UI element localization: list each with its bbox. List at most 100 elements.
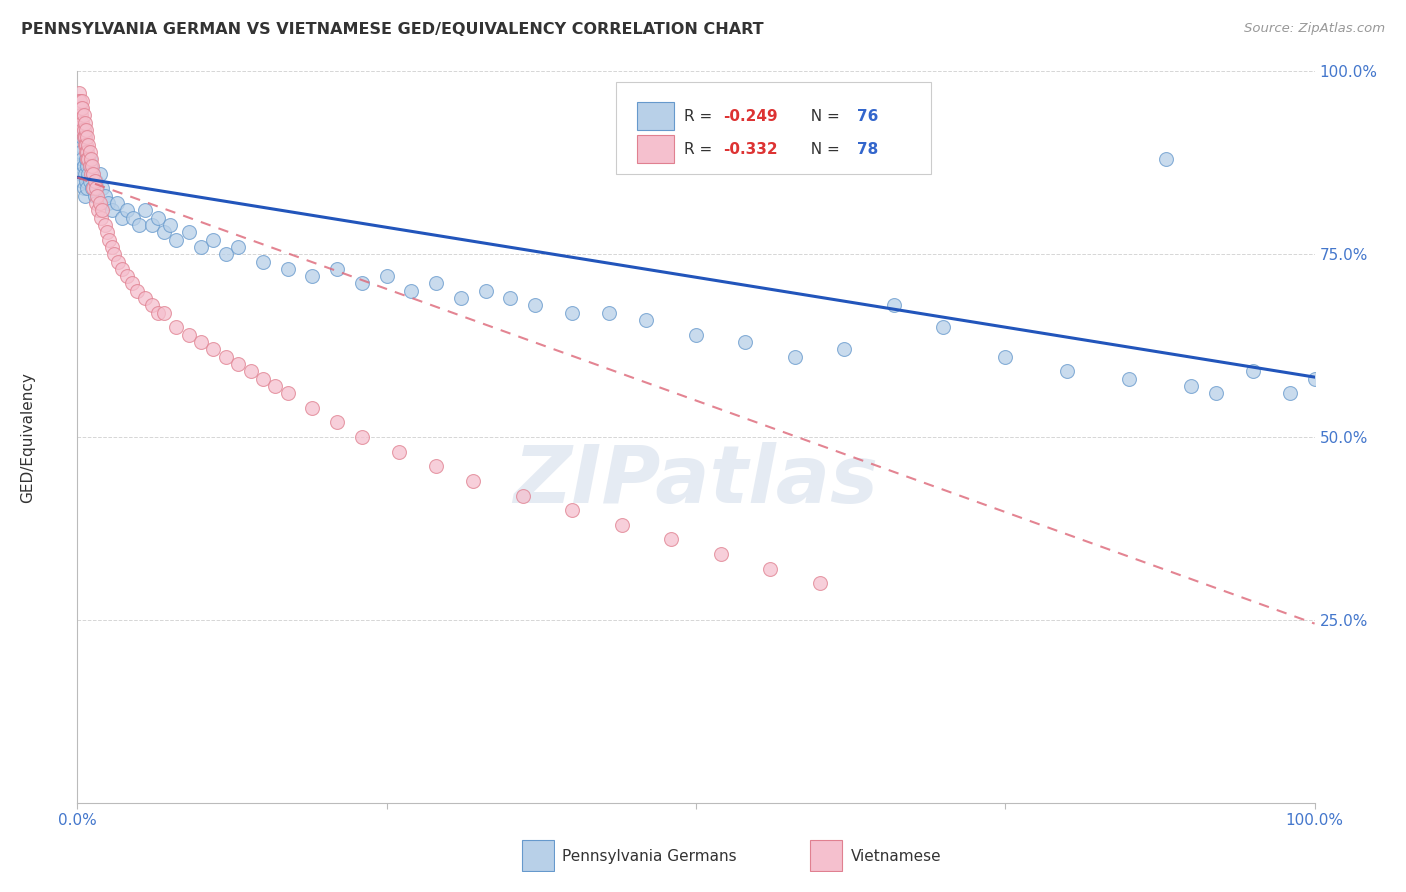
Text: Pennsylvania Germans: Pennsylvania Germans — [562, 849, 737, 863]
Point — [96, 225, 118, 239]
Point — [326, 261, 349, 276]
Point — [153, 306, 176, 320]
Point — [67, 94, 90, 108]
Point — [86, 181, 108, 195]
Point — [73, 115, 96, 129]
Point — [75, 123, 97, 137]
Point — [834, 343, 856, 357]
Point — [83, 188, 105, 202]
Point — [734, 334, 756, 349]
Point — [932, 320, 955, 334]
Point — [77, 137, 100, 152]
Point — [239, 364, 262, 378]
Text: 78: 78 — [856, 142, 879, 157]
Point — [86, 188, 108, 202]
Point — [190, 240, 212, 254]
Point — [401, 284, 423, 298]
Point — [177, 327, 200, 342]
Point — [1118, 371, 1140, 385]
Point — [84, 181, 107, 195]
Point — [659, 533, 682, 547]
Point — [561, 503, 583, 517]
Point — [76, 160, 98, 174]
FancyBboxPatch shape — [616, 82, 931, 174]
Point — [450, 291, 472, 305]
Point — [350, 277, 373, 291]
Point — [277, 386, 299, 401]
Text: -0.249: -0.249 — [723, 109, 778, 124]
Point — [474, 284, 496, 298]
Point — [72, 123, 94, 137]
Text: ZIPatlas: ZIPatlas — [513, 442, 879, 520]
Point — [72, 160, 94, 174]
Point — [301, 401, 323, 415]
Point — [91, 181, 114, 195]
Point — [82, 167, 104, 181]
Point — [75, 137, 97, 152]
Point — [111, 261, 134, 276]
Point — [79, 160, 101, 174]
Point — [83, 174, 105, 188]
Point — [79, 145, 101, 159]
Point — [115, 203, 138, 218]
Point — [783, 350, 806, 364]
Point — [98, 233, 121, 247]
Point — [710, 547, 733, 561]
Text: -0.332: -0.332 — [723, 142, 778, 157]
Point — [215, 350, 238, 364]
Point — [121, 277, 143, 291]
Point — [82, 160, 104, 174]
Point — [89, 196, 111, 211]
Point — [84, 174, 107, 188]
Point — [883, 298, 905, 312]
Point — [72, 174, 94, 188]
Point — [72, 123, 94, 137]
Point — [97, 196, 120, 211]
Point — [67, 87, 90, 101]
Point — [159, 218, 181, 232]
Point — [1154, 152, 1177, 166]
Point — [105, 196, 128, 211]
Point — [252, 371, 274, 385]
Point — [215, 247, 238, 261]
Point — [73, 188, 96, 202]
Point — [79, 174, 101, 188]
Point — [111, 211, 134, 225]
Point — [69, 94, 91, 108]
Point — [463, 474, 485, 488]
Point — [76, 181, 98, 195]
Point — [1241, 364, 1264, 378]
Text: N =: N = — [801, 142, 845, 157]
Point — [350, 430, 373, 444]
Point — [388, 444, 411, 458]
Point — [141, 298, 163, 312]
Point — [1056, 364, 1078, 378]
Text: 76: 76 — [856, 109, 879, 124]
Point — [101, 240, 124, 254]
Point — [76, 152, 98, 166]
Point — [73, 167, 96, 181]
Point — [93, 218, 115, 232]
Point — [69, 160, 91, 174]
Point — [72, 130, 94, 145]
Point — [808, 576, 831, 591]
Point — [146, 211, 169, 225]
Text: GED/Equivalency: GED/Equivalency — [20, 372, 35, 502]
Text: Source: ZipAtlas.com: Source: ZipAtlas.com — [1244, 22, 1385, 36]
Point — [87, 203, 110, 218]
Point — [202, 233, 225, 247]
Point — [79, 152, 101, 166]
Point — [70, 167, 93, 181]
Point — [80, 152, 103, 166]
Point — [72, 94, 94, 108]
Point — [90, 211, 112, 225]
Point — [375, 269, 398, 284]
Point — [107, 254, 129, 268]
Point — [561, 306, 583, 320]
Point — [202, 343, 225, 357]
Point — [91, 203, 114, 218]
Point — [84, 196, 107, 211]
Point — [153, 225, 176, 239]
Point — [115, 269, 138, 284]
FancyBboxPatch shape — [637, 103, 673, 130]
